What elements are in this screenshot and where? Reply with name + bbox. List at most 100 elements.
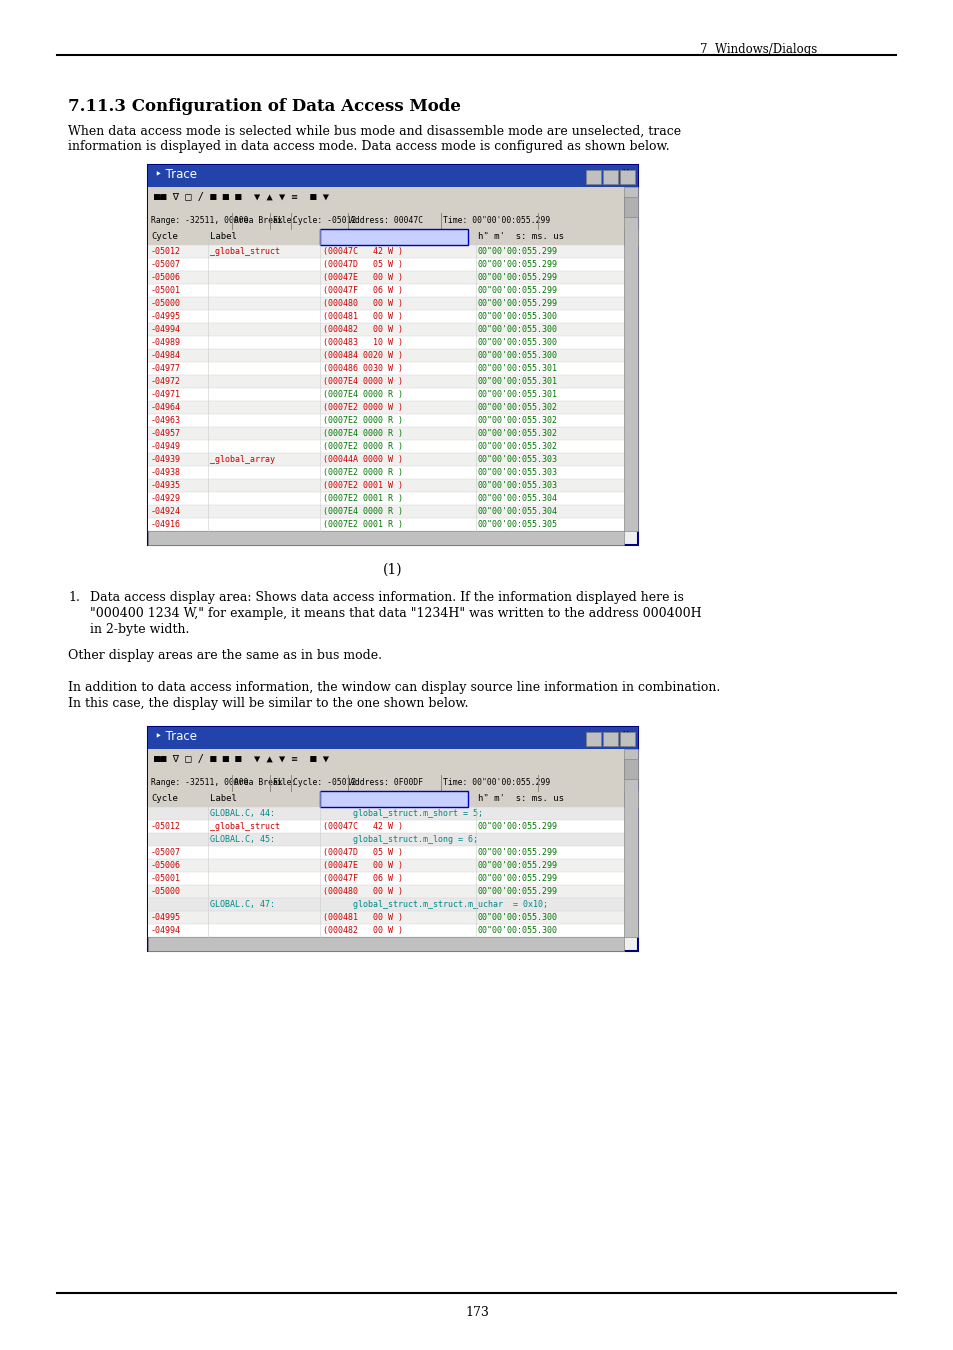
- Bar: [148, 872, 623, 886]
- Text: _: _: [588, 730, 595, 741]
- Text: (0007E2 0000 R ): (0007E2 0000 R ): [323, 441, 402, 451]
- Bar: [602, 170, 618, 184]
- Text: (00044A 0000 W ): (00044A 0000 W ): [323, 455, 402, 464]
- Text: GLOBAL.C, 45:: GLOBAL.C, 45:: [210, 836, 274, 844]
- Bar: [623, 188, 638, 531]
- Bar: [319, 230, 468, 244]
- Text: (000480   00 W ): (000480 00 W ): [323, 298, 402, 308]
- Bar: [623, 749, 638, 937]
- Text: 00"00'00:055.300: 00"00'00:055.300: [477, 325, 558, 333]
- Text: 00"00'00:055.299: 00"00'00:055.299: [477, 873, 558, 883]
- Bar: [619, 732, 635, 747]
- Bar: [148, 387, 623, 401]
- Text: -04994: -04994: [151, 325, 181, 333]
- Text: ‣ Trace: ‣ Trace: [154, 730, 196, 742]
- Text: (0007E2 0001 W ): (0007E2 0001 W ): [323, 481, 402, 490]
- Text: (000481   00 W ): (000481 00 W ): [323, 312, 402, 321]
- Text: (00047E   00 W ): (00047E 00 W ): [323, 273, 402, 282]
- Bar: [148, 213, 638, 230]
- Text: (0007E2 0000 R ): (0007E2 0000 R ): [323, 416, 402, 425]
- Bar: [148, 401, 623, 414]
- Text: 00"00'00:055.299: 00"00'00:055.299: [477, 848, 558, 857]
- Text: (0007E4 0000 R ): (0007E4 0000 R ): [323, 390, 402, 400]
- Text: (00047D   05 W ): (00047D 05 W ): [323, 848, 402, 857]
- Bar: [148, 323, 623, 336]
- Bar: [148, 518, 623, 531]
- Text: In addition to data access information, the window can display source line infor: In addition to data access information, …: [68, 680, 720, 694]
- Bar: [148, 188, 638, 213]
- Bar: [148, 491, 623, 505]
- Text: "000400 1234 W," for example, it means that data "1234H" was written to the addr: "000400 1234 W," for example, it means t…: [90, 608, 700, 620]
- Text: Label: Label: [210, 794, 236, 803]
- Text: 00"00'00:055.301: 00"00'00:055.301: [477, 377, 558, 386]
- Bar: [148, 310, 623, 323]
- Bar: [623, 230, 638, 244]
- Bar: [148, 749, 638, 775]
- Text: 00"00'00:055.302: 00"00'00:055.302: [477, 416, 558, 425]
- Text: -04971: -04971: [151, 390, 181, 400]
- Text: 7  Windows/Dialogs: 7 Windows/Dialogs: [700, 43, 817, 55]
- Bar: [148, 440, 623, 454]
- Text: □: □: [605, 730, 611, 741]
- Text: 00"00'00:055.300: 00"00'00:055.300: [477, 351, 558, 360]
- Text: Cycle: Cycle: [151, 232, 177, 242]
- Text: Range: -32511, 00000: Range: -32511, 00000: [151, 216, 248, 225]
- Bar: [148, 244, 623, 258]
- Text: h" m'  s: ms. us: h" m' s: ms. us: [477, 794, 563, 803]
- Text: 00"00'00:055.300: 00"00'00:055.300: [477, 312, 558, 321]
- Bar: [148, 791, 638, 807]
- Text: h" m'  s: ms. us: h" m' s: ms. us: [477, 232, 563, 242]
- Text: -04995: -04995: [151, 913, 181, 922]
- Bar: [148, 775, 638, 791]
- Text: (00047C   42 W ): (00047C 42 W ): [323, 247, 402, 256]
- Text: Area Break: Area Break: [233, 216, 282, 225]
- Text: 00"00'00:055.303: 00"00'00:055.303: [477, 468, 558, 477]
- Text: Time: 00"00'00:055.299: Time: 00"00'00:055.299: [442, 778, 550, 787]
- Text: -04964: -04964: [151, 404, 181, 412]
- Text: -05000: -05000: [151, 887, 181, 896]
- Bar: [148, 375, 623, 387]
- Bar: [148, 230, 638, 244]
- Text: 7.11.3 Configuration of Data Access Mode: 7.11.3 Configuration of Data Access Mode: [68, 99, 460, 115]
- Text: -04916: -04916: [151, 520, 181, 529]
- Text: (0007E2 0001 R ): (0007E2 0001 R ): [323, 520, 402, 529]
- Text: 00"00'00:055.302: 00"00'00:055.302: [477, 429, 558, 437]
- Bar: [148, 414, 623, 427]
- Text: 00"00'00:055.300: 00"00'00:055.300: [477, 926, 558, 936]
- Text: ■■ ∇ □ / ■ ■ ■  ▼ ▲ ▼ ≡  ■ ▼: ■■ ∇ □ / ■ ■ ■ ▼ ▲ ▼ ≡ ■ ▼: [153, 755, 329, 764]
- Text: -04989: -04989: [151, 338, 181, 347]
- Text: (00047E   00 W ): (00047E 00 W ): [323, 861, 402, 869]
- Text: 00"00'00:055.301: 00"00'00:055.301: [477, 390, 558, 400]
- Bar: [148, 911, 623, 923]
- Bar: [148, 466, 623, 479]
- Text: information is displayed in data access mode. Data access mode is configured as : information is displayed in data access …: [68, 140, 669, 153]
- Bar: [148, 505, 623, 518]
- Bar: [148, 833, 623, 846]
- Text: Address: 00047C: Address: 00047C: [350, 216, 423, 225]
- Text: DataAccess: DataAccess: [326, 232, 379, 242]
- Text: DataAccess: DataAccess: [326, 794, 379, 803]
- Text: global_struct.m_long = 6;: global_struct.m_long = 6;: [353, 836, 477, 844]
- Text: -05006: -05006: [151, 861, 181, 869]
- Text: -05012: -05012: [151, 822, 181, 832]
- Text: (000486 0030 W ): (000486 0030 W ): [323, 364, 402, 373]
- Text: (000481   00 W ): (000481 00 W ): [323, 913, 402, 922]
- Text: -05007: -05007: [151, 261, 181, 269]
- Text: In this case, the display will be similar to the one shown below.: In this case, the display will be simila…: [68, 697, 468, 710]
- Text: -04995: -04995: [151, 312, 181, 321]
- Bar: [148, 362, 623, 375]
- Bar: [148, 271, 623, 284]
- Text: (0007E2 0000 R ): (0007E2 0000 R ): [323, 468, 402, 477]
- Bar: [148, 297, 623, 310]
- Text: ▲: ▲: [626, 232, 631, 238]
- Text: Time: 00"00'00:055.299: Time: 00"00'00:055.299: [442, 216, 550, 225]
- Text: Cycle: -05012: Cycle: -05012: [293, 778, 356, 787]
- Text: Other display areas are the same as in bus mode.: Other display areas are the same as in b…: [68, 649, 381, 662]
- Bar: [585, 170, 600, 184]
- Bar: [148, 898, 623, 911]
- Bar: [148, 937, 623, 950]
- Bar: [148, 859, 623, 872]
- Text: (00047F   06 W ): (00047F 06 W ): [323, 286, 402, 296]
- Text: -05001: -05001: [151, 873, 181, 883]
- Bar: [148, 258, 623, 271]
